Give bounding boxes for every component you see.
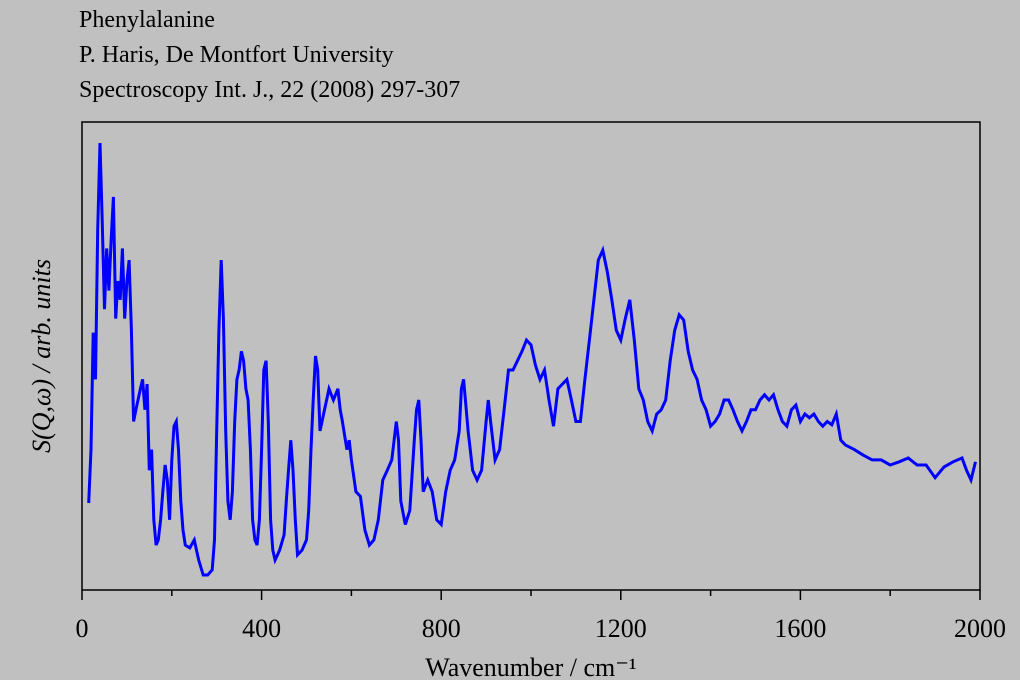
chart-subtitle: P. Haris, De Montfort University bbox=[79, 42, 394, 68]
x-tick-label: 2000 bbox=[954, 614, 1006, 643]
x-tick-label: 0 bbox=[76, 614, 89, 643]
y-axis-label: S(Q,ω) / arb. units bbox=[27, 259, 56, 453]
x-tick-label: 1200 bbox=[595, 614, 647, 643]
x-tick-label: 800 bbox=[422, 614, 461, 643]
x-tick-label: 400 bbox=[242, 614, 281, 643]
chart-source: Spectroscopy Int. J., 22 (2008) 297-307 bbox=[79, 77, 460, 103]
x-axis-label: Wavenumber / cm⁻¹ bbox=[425, 653, 636, 680]
spectrum-line bbox=[87, 143, 977, 577]
chart-title: Phenylalanine bbox=[79, 7, 215, 33]
x-tick-label: 1600 bbox=[774, 614, 826, 643]
plot-frame bbox=[81, 121, 981, 591]
